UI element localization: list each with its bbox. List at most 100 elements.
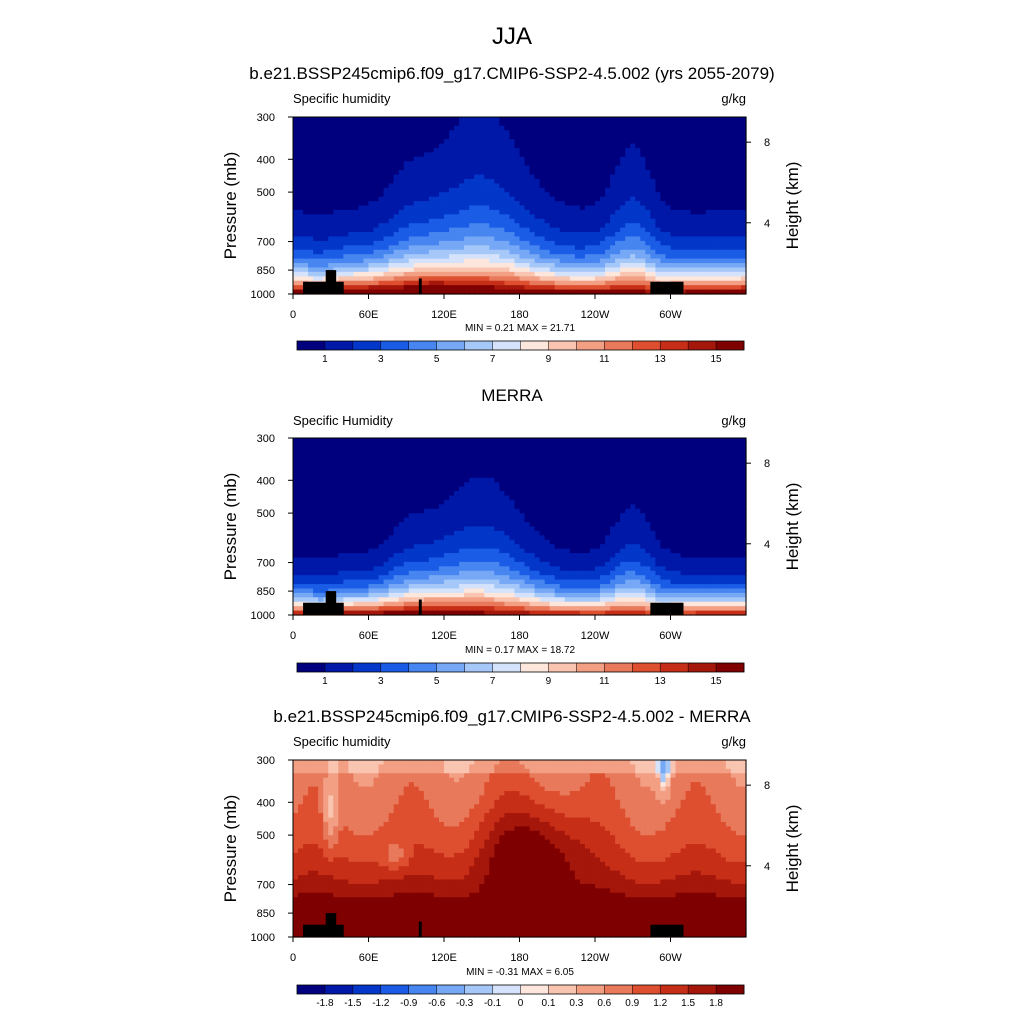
field-cell	[444, 267, 450, 273]
field-cell	[524, 205, 531, 211]
field-cell	[348, 455, 354, 461]
field-cell	[383, 455, 390, 461]
field-cell	[363, 249, 370, 255]
field-cell	[675, 249, 682, 255]
field-cell	[740, 183, 747, 189]
field-cell	[625, 271, 631, 277]
field-cell	[504, 143, 511, 149]
field-cell	[605, 258, 611, 264]
field-cell	[720, 245, 727, 251]
field-cell	[635, 276, 641, 282]
field-cell	[313, 535, 319, 541]
field-cell	[403, 192, 410, 198]
field-cell	[388, 597, 395, 603]
field-cell	[579, 209, 586, 215]
colorbar-label: 3	[378, 354, 384, 365]
field-cell	[323, 152, 329, 158]
field-cell	[449, 121, 455, 127]
field-cell	[595, 117, 601, 123]
field-cell	[368, 280, 375, 286]
field-cell	[423, 610, 430, 616]
field-cell	[413, 209, 420, 215]
field-cell	[413, 548, 420, 554]
field-cell	[393, 592, 400, 598]
field-cell	[348, 539, 354, 545]
field-cell	[670, 223, 677, 229]
field-cell	[378, 289, 385, 295]
field-cell	[373, 178, 380, 184]
field-cell	[735, 249, 742, 255]
field-cell	[549, 156, 556, 162]
field-cell	[615, 245, 621, 251]
field-cell	[715, 271, 722, 277]
field-cell	[494, 218, 500, 224]
field-cell	[630, 280, 636, 286]
field-cell	[735, 276, 742, 282]
field-cell	[484, 214, 490, 220]
field-cell	[333, 584, 339, 590]
field-cell	[413, 499, 420, 505]
field-cell	[393, 236, 400, 242]
field-cell	[398, 280, 405, 286]
field-cell	[444, 579, 450, 585]
field-cell	[318, 201, 324, 207]
field-cell	[449, 156, 455, 162]
field-cell	[615, 263, 621, 269]
field-cell	[615, 285, 621, 291]
field-cell	[710, 245, 717, 251]
topography-block	[305, 281, 309, 294]
field-cell	[338, 170, 344, 176]
field-cell	[504, 156, 511, 162]
field-cell	[630, 201, 636, 207]
field-cell	[343, 227, 349, 233]
field-cell	[343, 491, 349, 497]
field-cell	[353, 570, 360, 576]
field-cell	[348, 170, 354, 176]
field-cell	[373, 218, 380, 224]
field-cell	[464, 143, 470, 149]
field-cell	[625, 249, 631, 255]
field-cell	[303, 570, 309, 576]
field-cell	[705, 227, 712, 233]
field-cell	[600, 165, 606, 171]
field-cell	[605, 117, 611, 123]
field-cell	[438, 276, 445, 282]
field-cell	[449, 276, 455, 282]
field-cell	[584, 245, 591, 251]
field-cell	[348, 566, 354, 572]
field-cell	[605, 245, 611, 251]
field-cell	[569, 267, 576, 273]
field-cell	[595, 227, 601, 233]
field-cell	[454, 130, 460, 136]
field-cell	[318, 218, 324, 224]
field-cell	[600, 232, 606, 238]
field-cell	[735, 227, 742, 233]
field-cell	[293, 526, 299, 532]
field-cell	[615, 280, 621, 286]
field-cell	[579, 289, 586, 295]
field-cell	[368, 504, 375, 510]
field-cell	[378, 147, 385, 153]
field-cell	[564, 254, 571, 260]
field-cell	[574, 156, 581, 162]
field-cell	[413, 240, 420, 246]
field-cell	[343, 601, 349, 607]
field-cell	[730, 139, 737, 145]
field-cell	[313, 579, 319, 585]
field-cell	[715, 267, 722, 273]
field-cell	[328, 170, 334, 176]
field-cell	[293, 597, 299, 603]
field-cell	[544, 245, 551, 251]
field-cell	[459, 134, 465, 140]
field-cell	[438, 139, 445, 145]
field-cell	[323, 464, 329, 470]
field-cell	[494, 214, 500, 220]
field-cell	[303, 143, 309, 149]
field-cell	[459, 192, 465, 198]
field-cell	[554, 143, 561, 149]
field-cell	[358, 451, 365, 457]
field-cell	[303, 491, 309, 497]
field-cell	[373, 245, 380, 251]
field-cell	[695, 178, 702, 184]
field-cell	[413, 258, 420, 264]
